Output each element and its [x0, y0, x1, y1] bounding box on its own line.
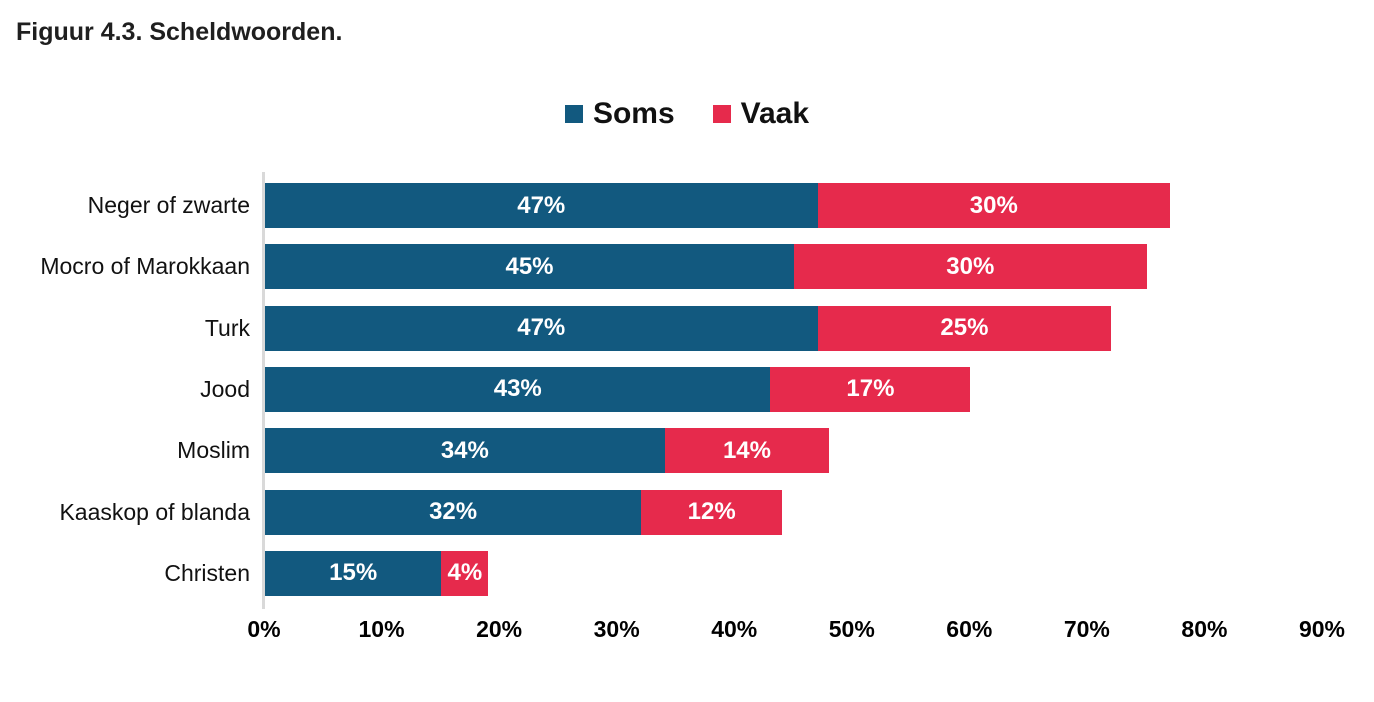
bar-row: 43% 17% — [265, 366, 971, 412]
category-label: Christen — [164, 559, 250, 586]
bar-value-label: 30% — [946, 252, 995, 280]
x-tick-label: 40% — [711, 616, 758, 642]
bar-segment-soms: 47% — [265, 305, 818, 351]
category-label: Turk — [204, 314, 250, 341]
bar-value-label: 14% — [722, 436, 771, 464]
x-tick-label: 80% — [1181, 616, 1228, 642]
bar-segment-soms: 32% — [265, 489, 642, 535]
bar-row: 34% 14% — [265, 428, 830, 474]
bar-value-label: 45% — [505, 252, 554, 280]
legend-label-vaak: Vaak — [740, 97, 810, 130]
bar-row: 47% 25% — [265, 305, 1112, 351]
bar-segment-vaak: 4% — [441, 550, 489, 596]
vaak-swatch-icon — [712, 105, 731, 123]
bar-segment-soms: 15% — [265, 550, 442, 596]
x-tick-label: 30% — [593, 616, 640, 642]
legend-item-soms: Soms — [564, 97, 675, 131]
bar-value-label: 30% — [969, 191, 1018, 219]
category-axis: Neger of zwarte Mocro of Marokkaan Turk Joo… — [0, 172, 250, 608]
soms-swatch-icon — [564, 105, 583, 123]
bar-value-label: 47% — [517, 314, 566, 342]
bar-segment-soms: 43% — [265, 366, 771, 412]
bar-value-label: 25% — [940, 314, 989, 342]
figure-title: Figuur 4.3. Scheldwoorden. — [16, 18, 343, 46]
x-tick-label: 10% — [358, 616, 405, 642]
legend-label-soms: Soms — [592, 97, 675, 130]
bar-value-label: 4% — [447, 559, 483, 587]
category-label: Kaaskop of blanda — [59, 498, 250, 525]
bar-value-label: 34% — [440, 436, 489, 464]
bar-segment-vaak: 17% — [770, 366, 971, 412]
category-label: Moslim — [177, 437, 250, 464]
bar-segment-vaak: 12% — [641, 489, 783, 535]
bar-segment-soms: 45% — [265, 244, 794, 290]
category-label: Jood — [200, 375, 250, 402]
bar-value-label: 12% — [687, 498, 736, 525]
bar-value-label: 32% — [429, 498, 478, 525]
bar-row: 32% 12% — [265, 489, 783, 535]
x-axis: 0% 10% 20% 30% 40% 50% 60% 70% 80% 90% — [0, 616, 1374, 650]
bar-segment-vaak: 30% — [794, 244, 1147, 290]
x-tick-label: 20% — [476, 616, 523, 642]
bar-value-label: 17% — [846, 375, 895, 403]
bar-segment-soms: 47% — [265, 183, 818, 228]
x-tick-label: 50% — [828, 616, 875, 642]
bar-value-label: 15% — [329, 559, 378, 587]
bar-segment-vaak: 30% — [817, 183, 1171, 228]
bar-row: 45% 30% — [265, 244, 1147, 290]
legend-item-vaak: Vaak — [712, 97, 810, 131]
legend: Soms Vaak — [0, 95, 1374, 133]
y-axis-line — [262, 172, 265, 609]
category-label: Neger of zwarte — [87, 192, 250, 218]
x-tick-label: 60% — [946, 616, 993, 642]
bar-segment-soms: 34% — [265, 428, 665, 474]
x-tick-label: 0% — [247, 616, 281, 642]
bar-segment-vaak: 14% — [664, 428, 830, 474]
plot-area: 47% 30% 45% 30% 47% 25% 43% 17% 34% 14% 32% 12% 15% 4… — [265, 172, 1323, 608]
bar-row: 47% 30% — [265, 183, 1171, 228]
category-label: Mocro of Marokkaan — [40, 253, 250, 280]
bar-value-label: 43% — [493, 375, 542, 403]
bar-value-label: 47% — [517, 191, 566, 219]
x-tick-label: 70% — [1063, 616, 1110, 642]
x-tick-label: 90% — [1298, 616, 1346, 642]
bar-row: 15% 4% — [265, 550, 489, 596]
bar-segment-vaak: 25% — [817, 305, 1112, 351]
